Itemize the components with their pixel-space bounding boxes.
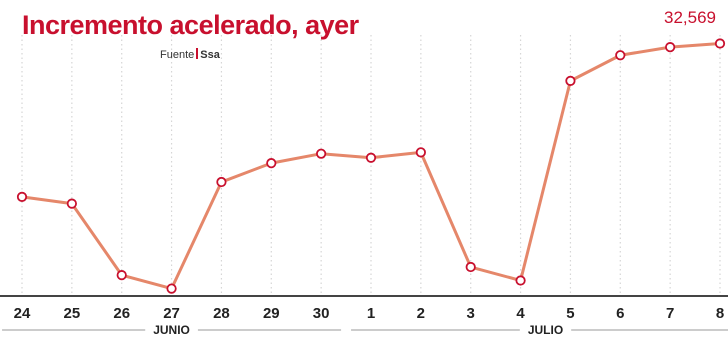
data-point	[66, 198, 77, 209]
data-point	[316, 148, 327, 159]
x-tick-label: 6	[616, 305, 624, 322]
x-tick-label: 8	[716, 305, 724, 322]
data-point	[615, 50, 626, 61]
source-separator	[196, 48, 199, 59]
x-tick-label: 7	[666, 305, 674, 322]
data-point	[565, 75, 576, 86]
month-label-julio: JULIO	[527, 323, 564, 337]
data-point	[665, 42, 676, 53]
data-point	[116, 270, 127, 281]
x-tick-label: 28	[213, 305, 230, 322]
data-point	[465, 261, 476, 273]
x-tick-label: 3	[467, 305, 475, 322]
data-point	[714, 38, 726, 49]
source-line: Fuente Ssa	[160, 48, 220, 61]
x-tick-label: 2	[417, 305, 425, 322]
data-point	[166, 283, 177, 294]
x-tick-label: 29	[263, 305, 280, 322]
x-tick-label: 4	[516, 305, 525, 322]
x-tick-label: 5	[566, 305, 574, 322]
source-name: Ssa	[200, 49, 220, 61]
x-tick-label: 26	[113, 305, 130, 322]
x-tick-label: 27	[163, 305, 180, 322]
data-point	[216, 176, 227, 188]
last-value-label: 32,569	[664, 8, 716, 27]
data-point	[365, 152, 377, 163]
data-point	[415, 147, 426, 158]
data-point	[16, 191, 28, 202]
x-tick-label: 25	[64, 305, 81, 322]
source-label: Fuente	[160, 49, 195, 61]
x-tick-label: 1	[367, 305, 375, 322]
month-label-junio: JUNIO	[153, 323, 190, 337]
x-tick-label: 24	[14, 305, 31, 322]
chart-title: Incremento acelerado, ayer	[22, 10, 359, 40]
x-tick-label: 30	[313, 305, 330, 322]
data-point	[266, 158, 277, 169]
data-point	[515, 275, 526, 286]
